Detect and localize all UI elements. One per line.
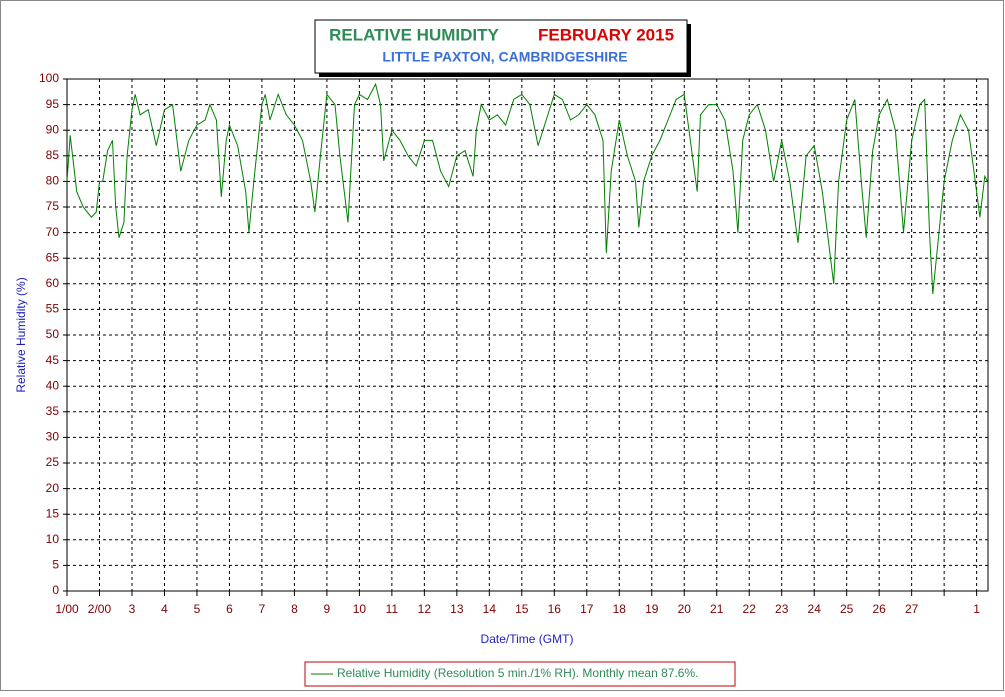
y-tick-label: 25 xyxy=(46,455,60,469)
y-tick-label: 15 xyxy=(46,506,60,520)
x-tick-label: 25 xyxy=(840,602,854,616)
plot-frame xyxy=(66,78,989,592)
x-tick-label: 15 xyxy=(515,602,529,616)
chart-title-period: FEBRUARY 2015 xyxy=(538,25,674,44)
y-tick-label: 35 xyxy=(46,404,60,418)
x-tick-label: 11 xyxy=(386,602,399,616)
y-tick-label: 90 xyxy=(46,122,60,136)
x-tick-label: 20 xyxy=(678,602,692,616)
x-tick-label: 8 xyxy=(291,602,298,616)
y-tick-label: 75 xyxy=(46,199,60,213)
title-box xyxy=(314,19,688,74)
x-tick-label: 3 xyxy=(129,602,136,616)
line-series xyxy=(66,82,988,295)
x-tick-label: 16 xyxy=(548,602,562,616)
y-tick-label: 45 xyxy=(46,353,60,367)
y-tick-label: 70 xyxy=(46,225,60,239)
chart-subtitle: LITTLE PAXTON, CAMBRIDGESHIRE xyxy=(382,49,627,65)
y-tick-label: 100 xyxy=(39,71,59,85)
x-tick-label: 7 xyxy=(259,602,266,616)
y-tick-label: 10 xyxy=(46,532,60,546)
y-tick-label: 95 xyxy=(46,97,60,111)
y-axis-label: Relative Humidity (%) xyxy=(14,277,28,392)
x-tick-label: 4 xyxy=(161,602,168,616)
x-tick-label: 26 xyxy=(872,602,886,616)
legend-entry: Relative Humidity (Resolution 5 min./1% … xyxy=(337,666,698,680)
x-tick-label: 9 xyxy=(324,602,331,616)
x-tick-label: 5 xyxy=(194,602,201,616)
x-tick-label: 14 xyxy=(483,602,497,616)
y-tick-label: 60 xyxy=(46,276,60,290)
x-tick-label: 22 xyxy=(743,602,757,616)
chart-title: RELATIVE HUMIDITY xyxy=(329,25,499,44)
y-tick-label: 50 xyxy=(46,327,60,341)
x-tick-label: 18 xyxy=(613,602,627,616)
y-tick-label: 40 xyxy=(46,378,60,392)
x-tick-label: 2/00 xyxy=(88,602,112,616)
y-tick-label: 5 xyxy=(52,558,59,572)
x-tick-label: 12 xyxy=(418,602,432,616)
x-tick-label: 24 xyxy=(808,602,822,616)
x-tick-label: 1 xyxy=(973,602,980,616)
y-tick-label: 80 xyxy=(46,174,60,188)
x-tick-label: 6 xyxy=(226,602,233,616)
x-tick-label: 21 xyxy=(710,602,724,616)
y-tick-label: 30 xyxy=(46,430,60,444)
legend-box xyxy=(304,661,736,687)
y-tick-label: 0 xyxy=(52,583,59,597)
x-tick-label: 17 xyxy=(580,602,594,616)
y-tick-label: 20 xyxy=(46,481,60,495)
y-tick-label: 85 xyxy=(46,148,60,162)
x-tick-label: 13 xyxy=(450,602,464,616)
x-tick-label: 10 xyxy=(353,602,367,616)
x-tick-label: 19 xyxy=(645,602,659,616)
y-tick-label: 55 xyxy=(46,302,60,316)
x-tick-label: 27 xyxy=(905,602,919,616)
plot-area xyxy=(67,79,988,591)
x-tick-label: 1/00 xyxy=(55,602,79,616)
y-tick-label: 65 xyxy=(46,250,60,264)
x-axis-label: Date/Time (GMT) xyxy=(481,632,574,646)
x-tick-label: 23 xyxy=(775,602,789,616)
